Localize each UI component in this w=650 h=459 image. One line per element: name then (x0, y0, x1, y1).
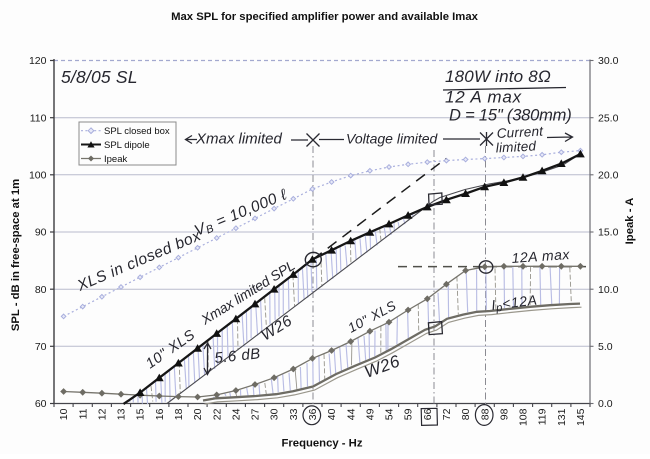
svg-text:13: 13 (116, 408, 128, 420)
svg-text:11: 11 (77, 408, 89, 419)
svg-text:30.0: 30.0 (598, 55, 619, 67)
svg-text:12 A max: 12 A max (445, 88, 522, 107)
svg-text:59: 59 (403, 408, 415, 420)
svg-text:limited: limited (495, 138, 536, 155)
svg-text:10: 10 (58, 408, 70, 420)
svg-text:16: 16 (154, 408, 166, 420)
svg-text:80: 80 (35, 284, 47, 296)
svg-text:180W into 8Ω: 180W into 8Ω (445, 67, 551, 86)
svg-text:20.0: 20.0 (598, 169, 619, 181)
svg-text:90: 90 (35, 227, 47, 239)
svg-text:80: 80 (460, 408, 472, 420)
svg-text:110: 110 (30, 112, 47, 124)
svg-text:22: 22 (211, 408, 223, 420)
svg-text:145: 145 (575, 408, 587, 426)
svg-text:SPL dipole: SPL dipole (104, 140, 150, 151)
svg-text:120: 120 (29, 55, 47, 67)
svg-text:24: 24 (231, 408, 243, 420)
svg-text:70: 70 (35, 341, 47, 353)
svg-text:54: 54 (384, 408, 396, 420)
svg-text:10.0: 10.0 (598, 284, 619, 296)
svg-text:Voltage limited: Voltage limited (346, 131, 439, 147)
svg-text:44: 44 (345, 408, 357, 420)
svg-text:33: 33 (288, 408, 300, 420)
svg-text:40: 40 (326, 408, 338, 420)
svg-text:30: 30 (269, 408, 281, 420)
svg-text:27: 27 (250, 408, 262, 420)
svg-text:49: 49 (365, 408, 377, 420)
svg-text:98: 98 (499, 408, 511, 420)
svg-text:36: 36 (307, 408, 319, 420)
svg-text:100: 100 (29, 169, 47, 181)
svg-text:0.0: 0.0 (598, 398, 613, 410)
svg-text:Max SPL for specified amplifie: Max SPL for specified amplifier power an… (171, 11, 479, 23)
svg-text:Frequency - Hz: Frequency - Hz (282, 438, 363, 450)
svg-text:20: 20 (192, 408, 204, 420)
svg-text:108: 108 (518, 408, 530, 426)
svg-text:12: 12 (97, 408, 109, 420)
svg-text:5/8/05 SL: 5/8/05 SL (61, 67, 138, 87)
svg-text:18: 18 (173, 408, 185, 420)
svg-text:SPL closed box: SPL closed box (104, 126, 170, 137)
svg-text:15: 15 (135, 408, 147, 420)
svg-text:25.0: 25.0 (598, 112, 619, 124)
svg-text:Ipeak - A: Ipeak - A (624, 198, 636, 245)
svg-text:131: 131 (556, 408, 568, 426)
svg-text:72: 72 (441, 408, 453, 420)
svg-text:15.0: 15.0 (598, 227, 619, 239)
svg-text:119: 119 (537, 408, 549, 425)
svg-text:D = 15" (380mm): D = 15" (380mm) (449, 107, 572, 125)
svg-text:66: 66 (422, 408, 434, 420)
svg-text:SPL - dB in free-space at 1m: SPL - dB in free-space at 1m (10, 179, 22, 331)
svg-text:Ipeak: Ipeak (104, 154, 127, 165)
svg-text:Xmax limited: Xmax limited (195, 131, 283, 148)
svg-text:60: 60 (35, 398, 47, 410)
svg-text:88: 88 (479, 408, 491, 420)
svg-text:5.0: 5.0 (598, 341, 613, 353)
